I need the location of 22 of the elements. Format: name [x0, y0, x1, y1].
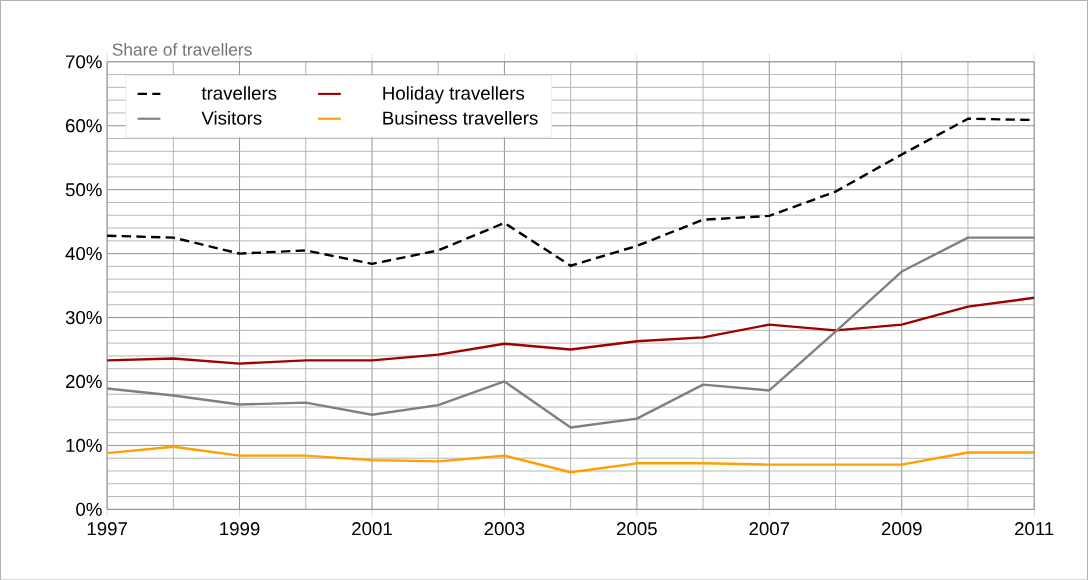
y-tick-label: 40%	[65, 246, 102, 260]
x-tick-label: 2001	[352, 521, 392, 536]
y-tick-label: 10%	[66, 438, 102, 452]
y-axis-title: Share of travellers	[112, 42, 252, 56]
x-tick-label: 2003	[484, 521, 525, 536]
x-tick-label: 2009	[881, 521, 922, 536]
x-tick-label: 2005	[617, 521, 657, 536]
y-tick-label: 60%	[66, 118, 102, 133]
x-tick-label: 2011	[1015, 521, 1054, 536]
x-tick-label: 1997	[87, 521, 127, 536]
legend-label: Business travellers	[383, 110, 538, 125]
x-tick-label: 1999	[220, 521, 260, 536]
legend-label: Holiday travellers	[383, 85, 525, 104]
line-series	[107, 296, 1035, 365]
y-tick-label: 50%	[65, 182, 102, 197]
y-tick-label: 0%	[76, 502, 102, 516]
legend-label: Visitors	[201, 110, 262, 125]
y-tick-label: 30%	[65, 310, 102, 324]
y-tick-label: 20%	[66, 374, 102, 388]
y-tick-label: 70%	[66, 54, 102, 69]
legend-label: travellers	[201, 85, 277, 100]
x-tick-label: 2007	[749, 521, 790, 536]
